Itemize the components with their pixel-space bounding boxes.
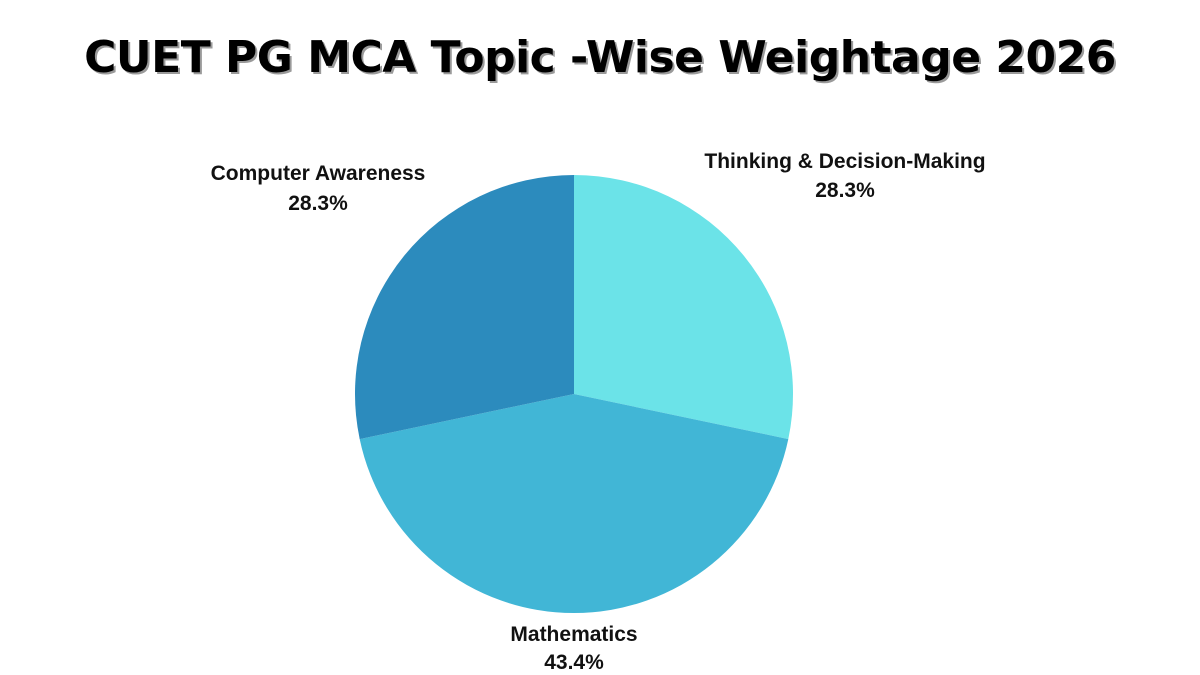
slice-label: Mathematics	[510, 623, 637, 646]
slice-value-label: 28.3%	[288, 192, 348, 215]
slice-value-label: 28.3%	[815, 179, 875, 202]
pie-slice-thinking-decision-making	[574, 175, 793, 440]
slice-value-label: 43.4%	[544, 651, 604, 674]
pie-slices	[355, 175, 793, 613]
slice-label: Thinking & Decision-Making	[704, 150, 985, 173]
pie-labels: Thinking & Decision-Making 28.3% Mathemati…	[211, 150, 986, 674]
slice-label: Computer Awareness	[211, 162, 426, 185]
pie-slice-mathematics	[359, 394, 789, 613]
chart-title: CUET PG MCA Topic -Wise Weightage 2026	[84, 32, 1116, 83]
pie-slice-computer-awareness	[355, 175, 574, 440]
